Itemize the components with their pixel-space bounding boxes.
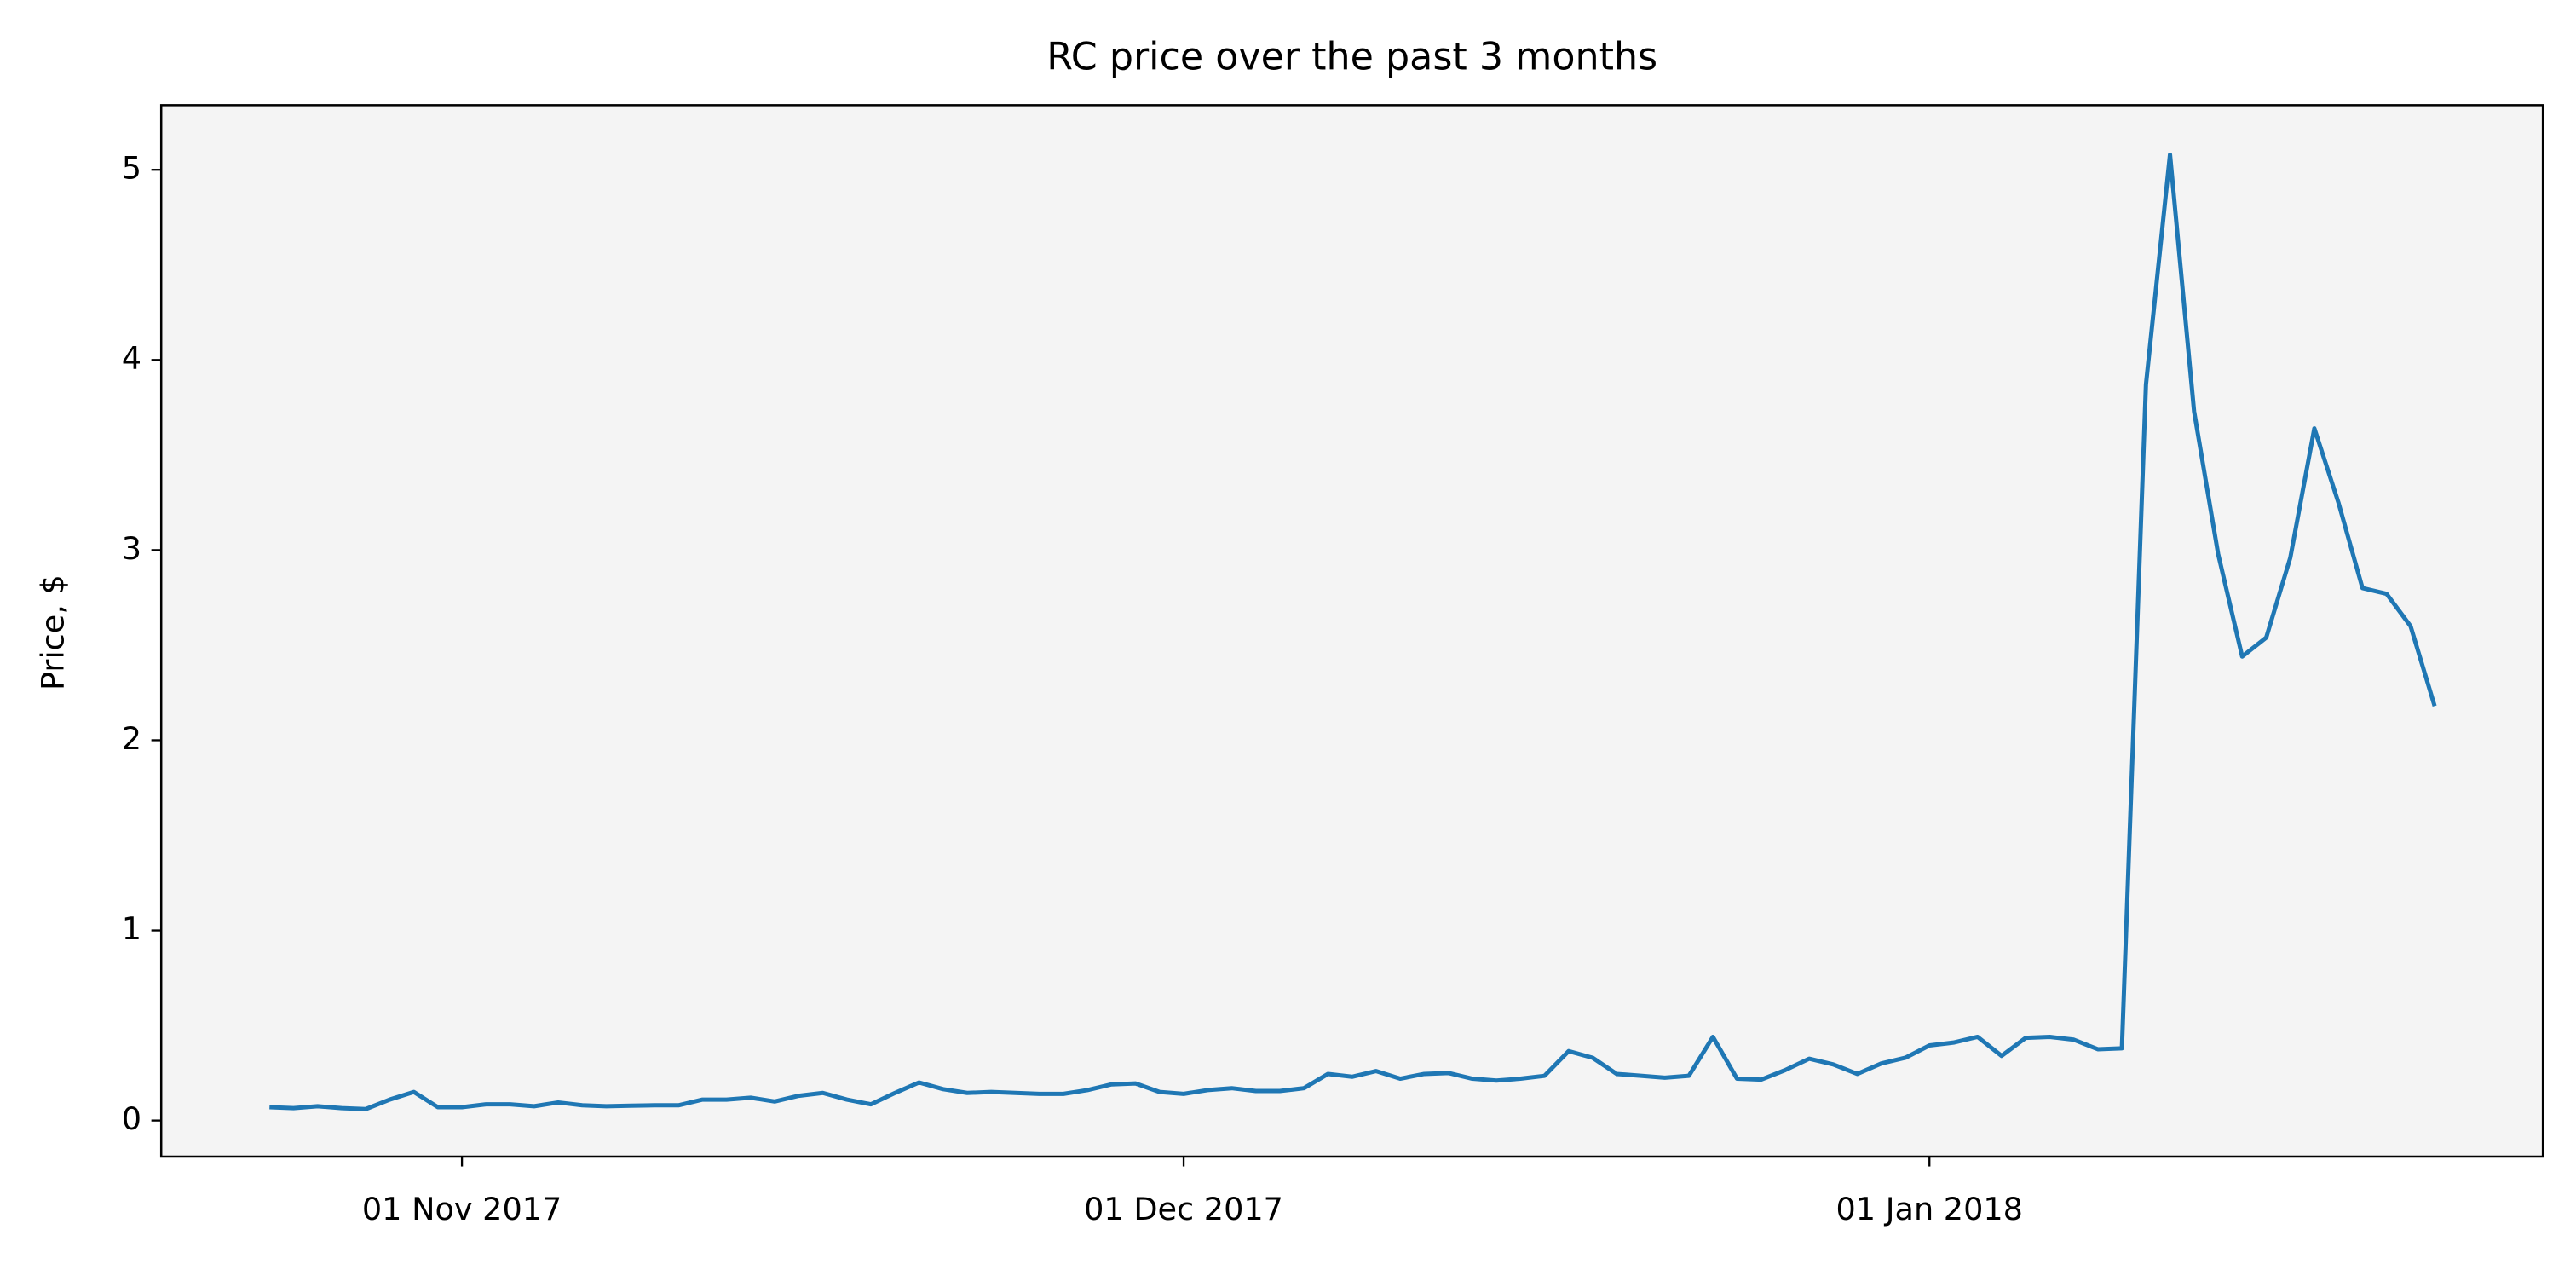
y-tick-label: 4 — [122, 340, 141, 377]
y-tick-label: 1 — [122, 910, 141, 947]
x-tick-label: 01 Dec 2017 — [1084, 1191, 1283, 1227]
plot-area — [161, 105, 2544, 1157]
chart-title: RC price over the past 3 months — [1046, 35, 1657, 78]
plot-frame — [159, 104, 2544, 1158]
y-axis-label: Price, $ — [34, 574, 71, 690]
y-tick-label: 3 — [122, 530, 141, 567]
y-tick-label: 2 — [122, 720, 141, 757]
y-tick-label: 5 — [122, 150, 141, 187]
price-line — [269, 152, 2437, 1111]
x-tick-label: 01 Nov 2017 — [362, 1191, 562, 1227]
x-tick-label: 01 Jan 2018 — [1836, 1191, 2023, 1227]
y-tick-label: 0 — [122, 1100, 141, 1137]
